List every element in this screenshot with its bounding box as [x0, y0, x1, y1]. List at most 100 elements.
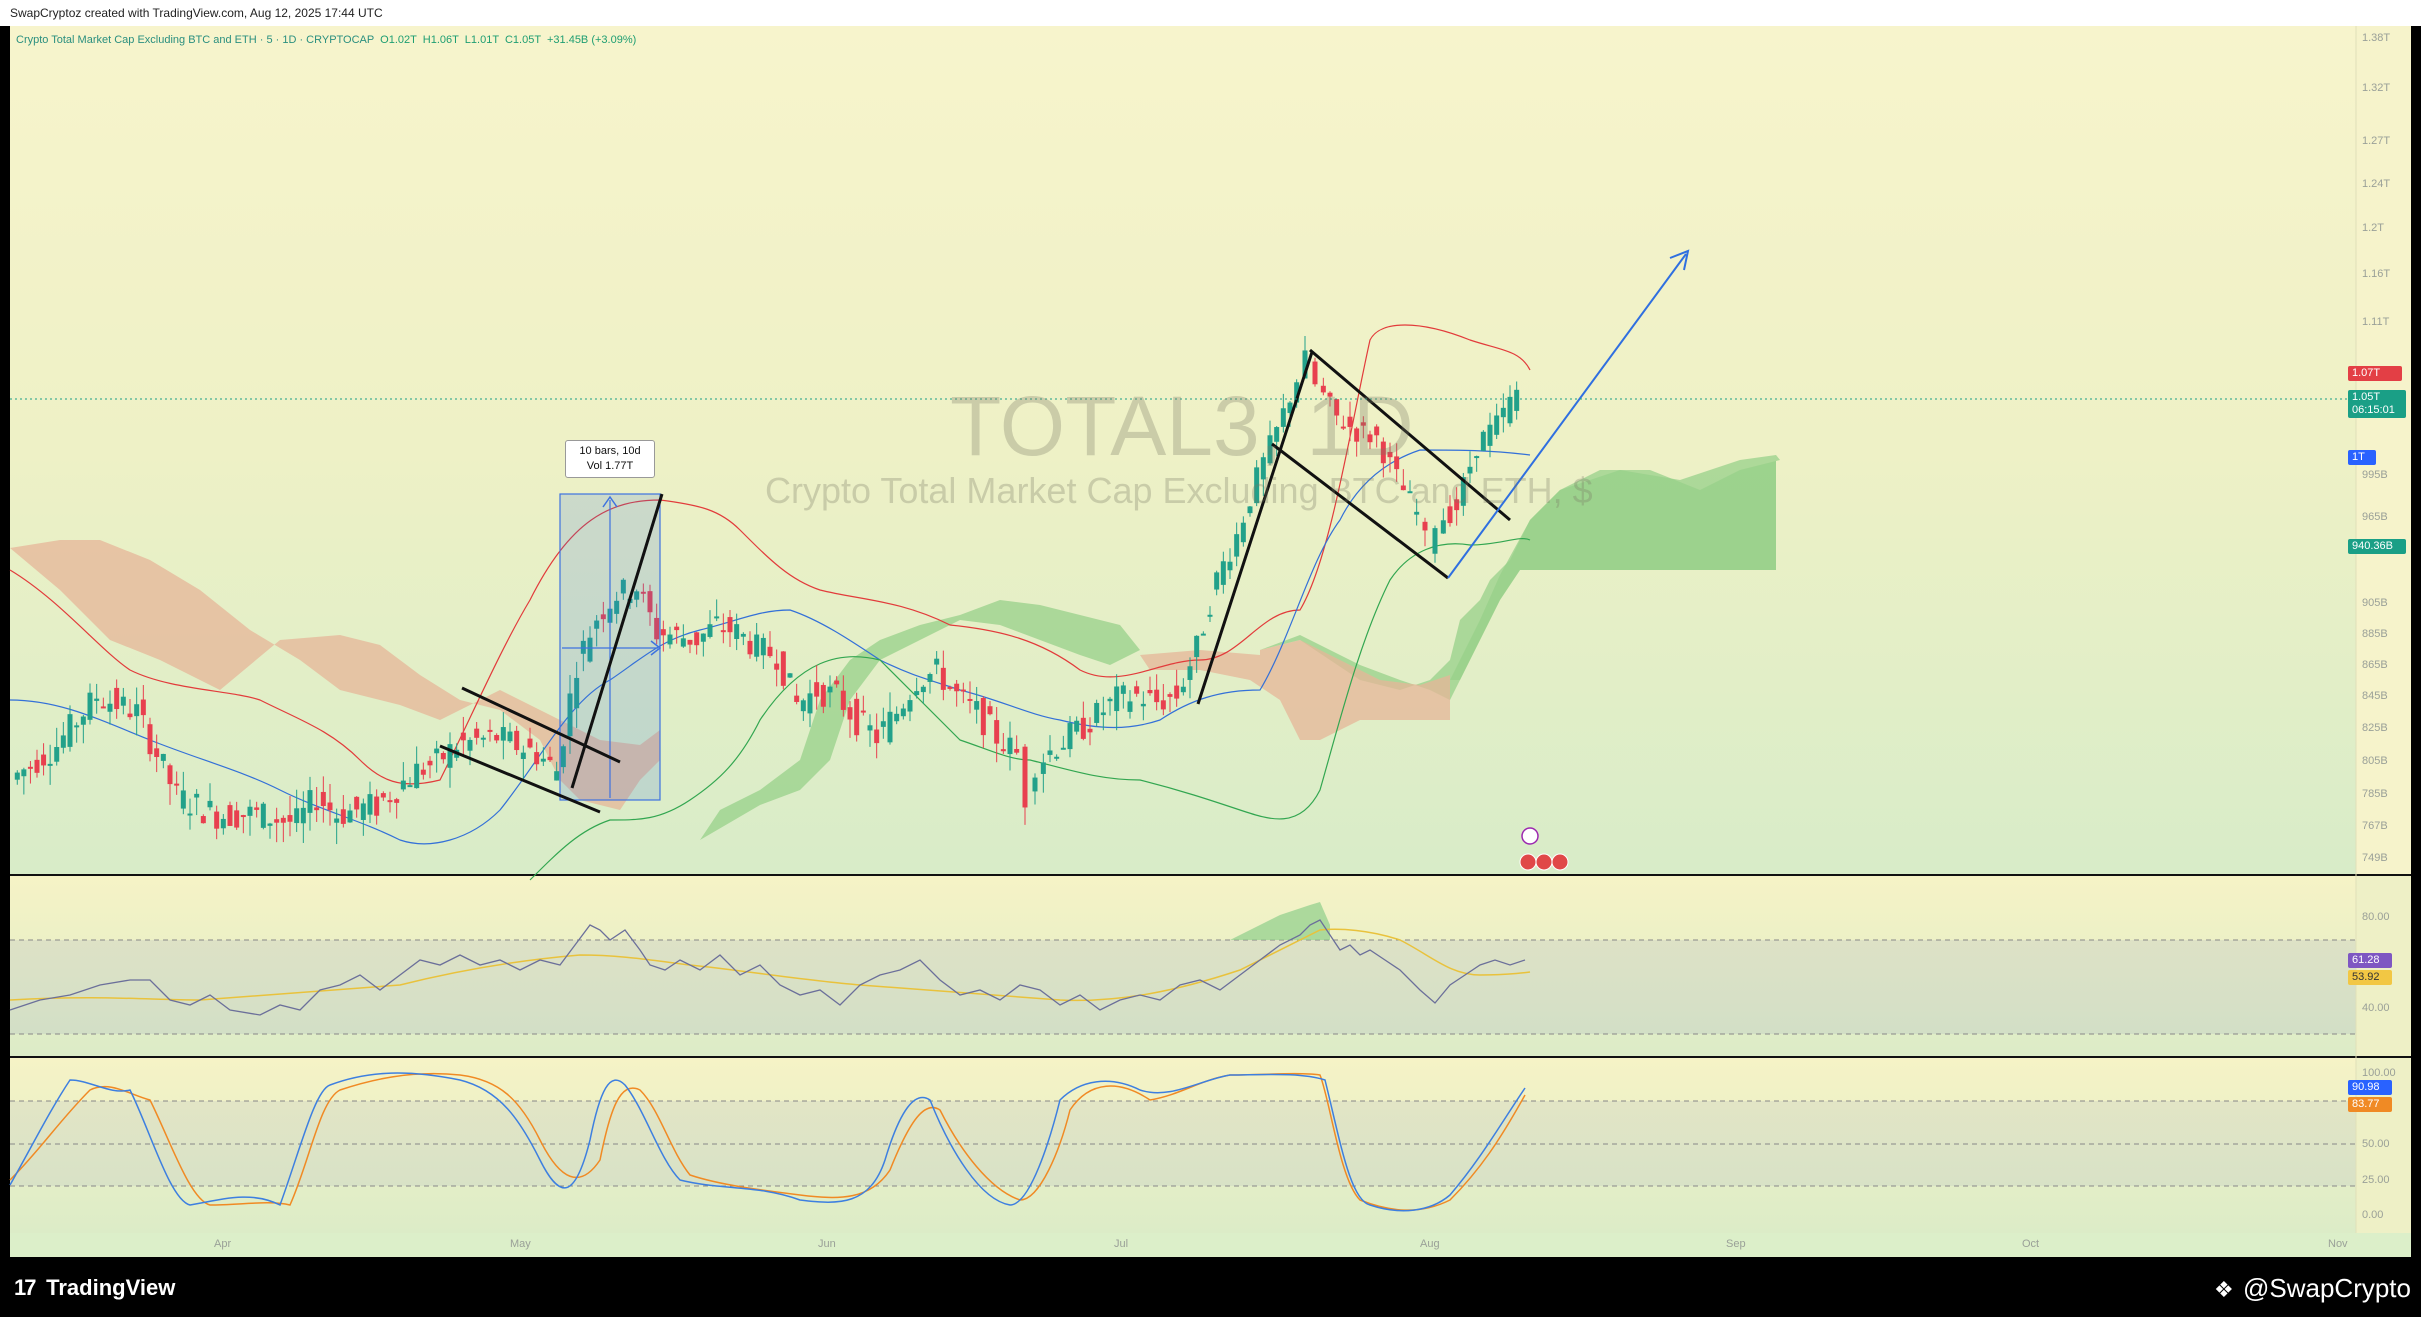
candle-body[interactable] — [1487, 424, 1493, 446]
candle-body[interactable] — [1474, 456, 1480, 459]
candle-body[interactable] — [307, 790, 313, 813]
candle-body[interactable] — [954, 683, 960, 692]
candle-body[interactable] — [1387, 451, 1393, 458]
candle-body[interactable] — [687, 639, 693, 645]
candle-body[interactable] — [1120, 685, 1126, 694]
candle-body[interactable] — [587, 637, 593, 662]
candle-body[interactable] — [807, 693, 813, 714]
candle-body[interactable] — [474, 728, 480, 738]
candle-body[interactable] — [100, 706, 106, 709]
candle-body[interactable] — [967, 698, 973, 701]
candle-body[interactable] — [560, 746, 566, 768]
candle-body[interactable] — [1087, 728, 1093, 733]
candle-body[interactable] — [547, 756, 553, 761]
candle-body[interactable] — [667, 634, 673, 645]
candle-body[interactable] — [147, 724, 153, 755]
candle-body[interactable] — [47, 763, 53, 766]
candle-body[interactable] — [380, 793, 386, 798]
candle-body[interactable] — [740, 633, 746, 637]
candle-body[interactable] — [1260, 457, 1266, 480]
candle-body[interactable] — [674, 626, 680, 631]
candle-body[interactable] — [1327, 392, 1333, 397]
price-chart[interactable] — [0, 0, 2421, 1257]
candle-body[interactable] — [1367, 434, 1373, 443]
candle-body[interactable] — [214, 811, 220, 829]
candle-body[interactable] — [814, 682, 820, 697]
candle-body[interactable] — [1187, 666, 1193, 680]
candle-body[interactable] — [827, 686, 833, 693]
candle-body[interactable] — [254, 807, 260, 810]
candle-body[interactable] — [320, 791, 326, 807]
candle-body[interactable] — [1214, 572, 1220, 590]
candle-body[interactable] — [374, 796, 380, 816]
candle-body[interactable] — [880, 721, 886, 727]
candle-body[interactable] — [567, 693, 573, 737]
candle-body[interactable] — [327, 802, 333, 811]
tradingview-logo[interactable]: 17 TradingView — [14, 1275, 175, 1301]
candle-body[interactable] — [1320, 385, 1326, 393]
candle-body[interactable] — [1374, 426, 1380, 436]
candle-body[interactable] — [67, 714, 73, 747]
candle-body[interactable] — [887, 711, 893, 743]
candle-body[interactable] — [1074, 720, 1080, 732]
candle-body[interactable] — [480, 737, 486, 740]
candle-body[interactable] — [1432, 528, 1438, 554]
candle-body[interactable] — [600, 614, 606, 620]
candle-body[interactable] — [700, 633, 706, 642]
candle-body[interactable] — [1174, 685, 1180, 699]
candle-body[interactable] — [340, 809, 346, 824]
candle-body[interactable] — [347, 810, 353, 823]
candle-body[interactable] — [87, 692, 93, 720]
candle-body[interactable] — [260, 803, 266, 828]
candle-body[interactable] — [727, 617, 733, 633]
candle-body[interactable] — [74, 725, 80, 728]
candle-body[interactable] — [767, 646, 773, 657]
candle-body[interactable] — [14, 772, 20, 780]
candle-body[interactable] — [1334, 399, 1340, 416]
candle-body[interactable] — [267, 823, 273, 826]
candle-body[interactable] — [734, 624, 740, 640]
candle-body[interactable] — [467, 739, 473, 751]
candle-body[interactable] — [360, 803, 366, 820]
candle-body[interactable] — [207, 800, 213, 808]
candle-body[interactable] — [1200, 633, 1206, 636]
candle-body[interactable] — [220, 818, 226, 829]
candle-body[interactable] — [1114, 686, 1120, 712]
candle-body[interactable] — [41, 754, 47, 766]
candle-body[interactable] — [180, 790, 186, 809]
candle-body[interactable] — [1207, 614, 1213, 617]
drawn-trendlines[interactable] — [439, 348, 1511, 814]
symbol-legend[interactable]: Crypto Total Market Cap Excluding BTC an… — [16, 34, 636, 46]
candle-body[interactable] — [1394, 456, 1400, 470]
candle-body[interactable] — [440, 752, 446, 760]
candle-body[interactable] — [540, 758, 546, 762]
candle-body[interactable] — [1494, 415, 1500, 435]
candle-body[interactable] — [1047, 750, 1053, 755]
candle-body[interactable] — [840, 690, 846, 710]
candle-body[interactable] — [1267, 435, 1273, 464]
candle-body[interactable] — [894, 713, 900, 722]
candle-body[interactable] — [1127, 701, 1133, 712]
candle-body[interactable] — [1407, 491, 1413, 494]
candle-body[interactable] — [620, 579, 626, 594]
flash-event-icon[interactable] — [1521, 827, 1539, 845]
candle-body[interactable] — [787, 673, 793, 678]
candle-body[interactable] — [1094, 702, 1100, 723]
candle-body[interactable] — [1067, 723, 1073, 750]
candle-body[interactable] — [1220, 561, 1226, 585]
candle-body[interactable] — [874, 729, 880, 744]
candle-body[interactable] — [914, 691, 920, 696]
candle-body[interactable] — [1347, 416, 1353, 427]
candle-body[interactable] — [80, 716, 86, 725]
stoch-pane[interactable] — [10, 1058, 2356, 1233]
candle-body[interactable] — [367, 794, 373, 815]
candle-body[interactable] — [407, 785, 413, 788]
candle-body[interactable] — [194, 793, 200, 798]
candle-body[interactable] — [287, 815, 293, 822]
candle-body[interactable] — [127, 713, 133, 718]
candle-body[interactable] — [160, 753, 166, 761]
candle-body[interactable] — [487, 729, 493, 732]
candle-body[interactable] — [994, 720, 1000, 744]
candle-body[interactable] — [574, 677, 580, 709]
candle-body[interactable] — [494, 735, 500, 741]
